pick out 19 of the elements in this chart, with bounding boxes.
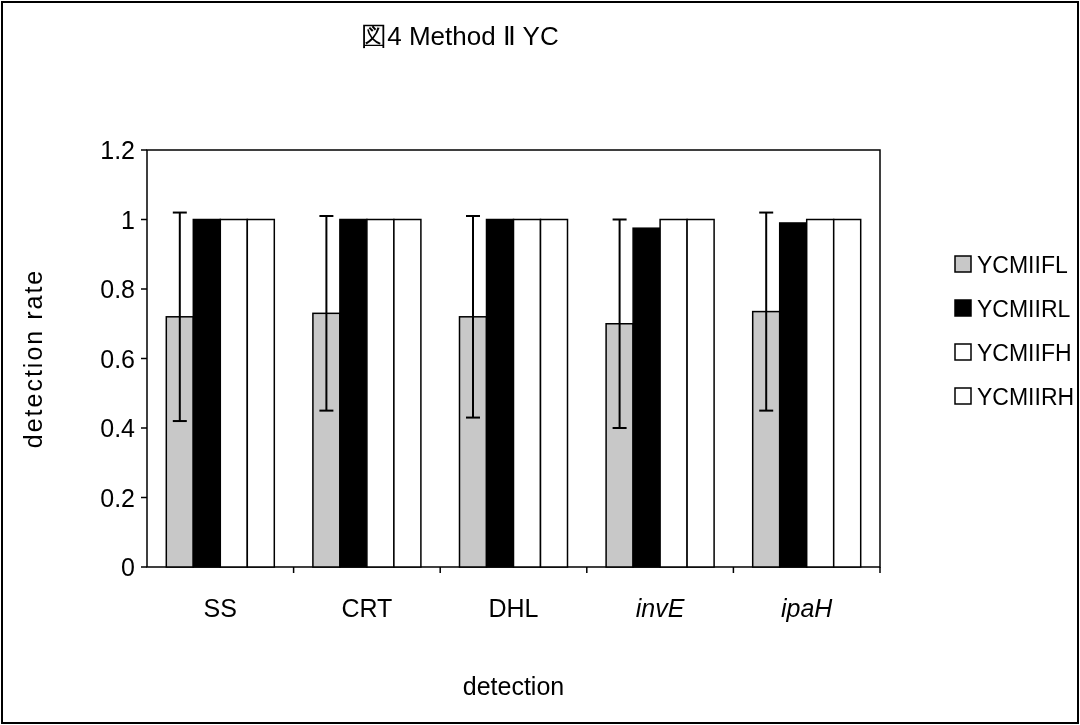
y-tick-label: 0.6 bbox=[100, 344, 135, 373]
legend-label: YCMIIFL bbox=[977, 252, 1068, 278]
y-tick-label: 0.4 bbox=[100, 414, 136, 442]
x-tick-label: CRT bbox=[341, 594, 393, 622]
legend-label: YCMIIRH bbox=[977, 384, 1075, 410]
y-tick-label: 0.8 bbox=[100, 275, 135, 303]
y-axis-title: detection rate bbox=[19, 268, 47, 449]
y-tick-label: 1 bbox=[121, 205, 135, 234]
legend-label: YCMIIRL bbox=[977, 296, 1071, 322]
y-tick-label: 0 bbox=[121, 553, 135, 581]
y-tick-label: 1.2 bbox=[100, 136, 135, 164]
x-tick-label: invE bbox=[635, 594, 685, 622]
x-tick-label: SS bbox=[203, 594, 237, 622]
chart-title: 図4 Method Ⅱ YC bbox=[361, 21, 559, 51]
x-tick-label: ipaH bbox=[780, 594, 834, 622]
legend-label: YCMIIFH bbox=[977, 340, 1072, 366]
x-axis-title: detection bbox=[462, 672, 565, 700]
x-tick-label: DHL bbox=[488, 594, 539, 622]
y-tick-label: 0.2 bbox=[100, 483, 135, 512]
